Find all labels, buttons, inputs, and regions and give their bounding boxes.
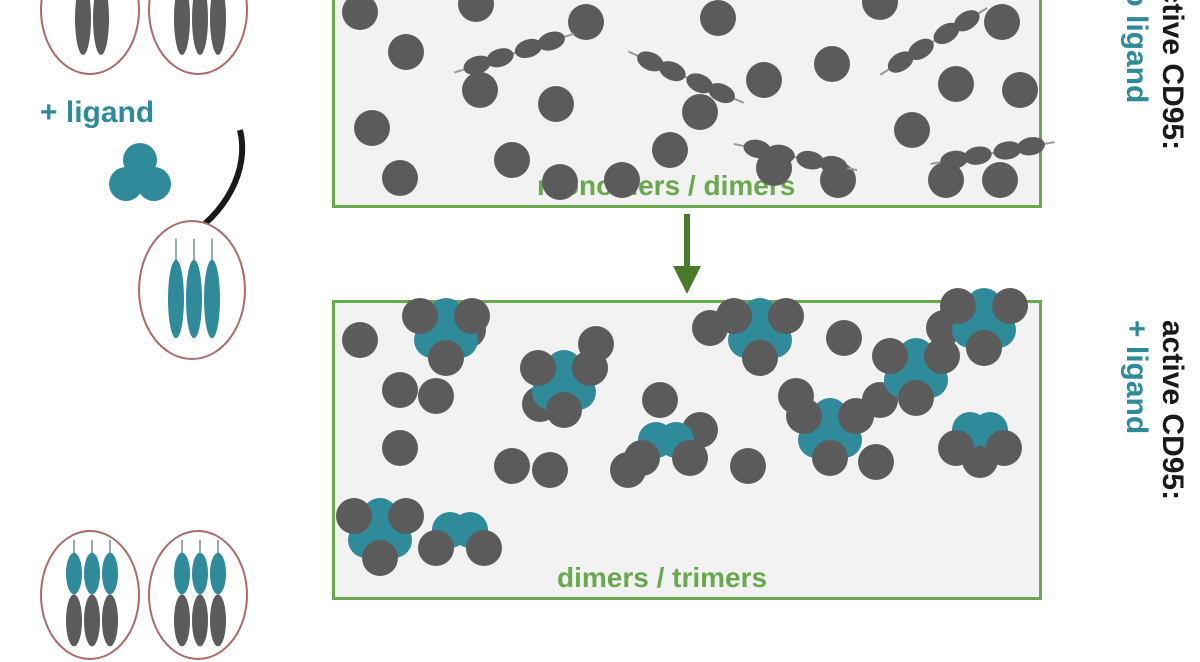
- particle-dot: [786, 398, 822, 434]
- particle-dot: [402, 298, 438, 334]
- right-label-top-line2: no ligand: [1118, 0, 1154, 150]
- particle-dot: [746, 62, 782, 98]
- particle-dot: [642, 382, 678, 418]
- particle-dot: [494, 142, 530, 178]
- complex-icon-2: [148, 530, 248, 660]
- particle-dot: [388, 34, 424, 70]
- particle-dot: [838, 398, 874, 434]
- right-label-bottom-line1: active CD95:: [1154, 320, 1190, 500]
- ligand-trimer-icon: [100, 140, 180, 215]
- particle-dot: [428, 340, 464, 376]
- particle-dot: [388, 498, 424, 534]
- particle-dot: [532, 452, 568, 488]
- particle-dot: [672, 440, 708, 476]
- right-label-top-line1: active CD95:: [1154, 0, 1190, 150]
- particle-dot: [872, 338, 908, 374]
- particle-dot: [362, 540, 398, 576]
- particle-dot: [938, 66, 974, 102]
- particle-dot: [454, 298, 490, 334]
- particle-dot: [652, 132, 688, 168]
- particle-dot: [542, 164, 578, 200]
- particle-dot: [572, 350, 608, 386]
- particle-dot: [742, 340, 778, 376]
- particle-dot: [924, 338, 960, 374]
- right-label-bottom: active CD95: + ligand: [1118, 320, 1190, 500]
- bottom-caption: dimers / trimers: [557, 562, 767, 594]
- particle-dot: [986, 430, 1022, 466]
- particle-dot: [1002, 72, 1038, 108]
- central-arrow-icon: [667, 214, 707, 294]
- particle-dot: [418, 378, 454, 414]
- particle-dot: [382, 372, 418, 408]
- particle-dot: [716, 298, 752, 334]
- receptor-monomer-icon: [40, 0, 140, 75]
- complex-icon-1: [40, 530, 140, 660]
- particle-dot: [730, 448, 766, 484]
- particle-dot: [768, 298, 804, 334]
- particle-dot: [520, 350, 556, 386]
- particle-dot: [700, 0, 736, 36]
- particle-dot: [624, 440, 660, 476]
- particle-dot: [336, 498, 372, 534]
- particle-dot: [546, 392, 582, 428]
- particle-dot: [826, 320, 862, 356]
- particle-dot: [814, 46, 850, 82]
- particle-dot: [494, 448, 530, 484]
- particle-dot: [940, 288, 976, 324]
- particle-dot: [938, 430, 974, 466]
- particle-dot: [898, 380, 934, 416]
- particle-dot: [894, 112, 930, 148]
- particle-dot: [418, 530, 454, 566]
- receptor-dimer-icon: [148, 0, 248, 75]
- particle-dot: [466, 530, 502, 566]
- particle-dot: [354, 110, 390, 146]
- particle-dot: [812, 440, 848, 476]
- particle-dot: [382, 430, 418, 466]
- particle-dot: [538, 86, 574, 122]
- particle-dot: [992, 288, 1028, 324]
- right-label-top: active CD95: no ligand: [1118, 0, 1190, 150]
- particle-dot: [966, 330, 1002, 366]
- particle-dot: [604, 162, 640, 198]
- particle-dot: [858, 444, 894, 480]
- particle-dot: [342, 322, 378, 358]
- right-label-bottom-line2: + ligand: [1118, 320, 1154, 500]
- ligand-bound-receptor-icon: [138, 220, 246, 360]
- particle-dot: [382, 160, 418, 196]
